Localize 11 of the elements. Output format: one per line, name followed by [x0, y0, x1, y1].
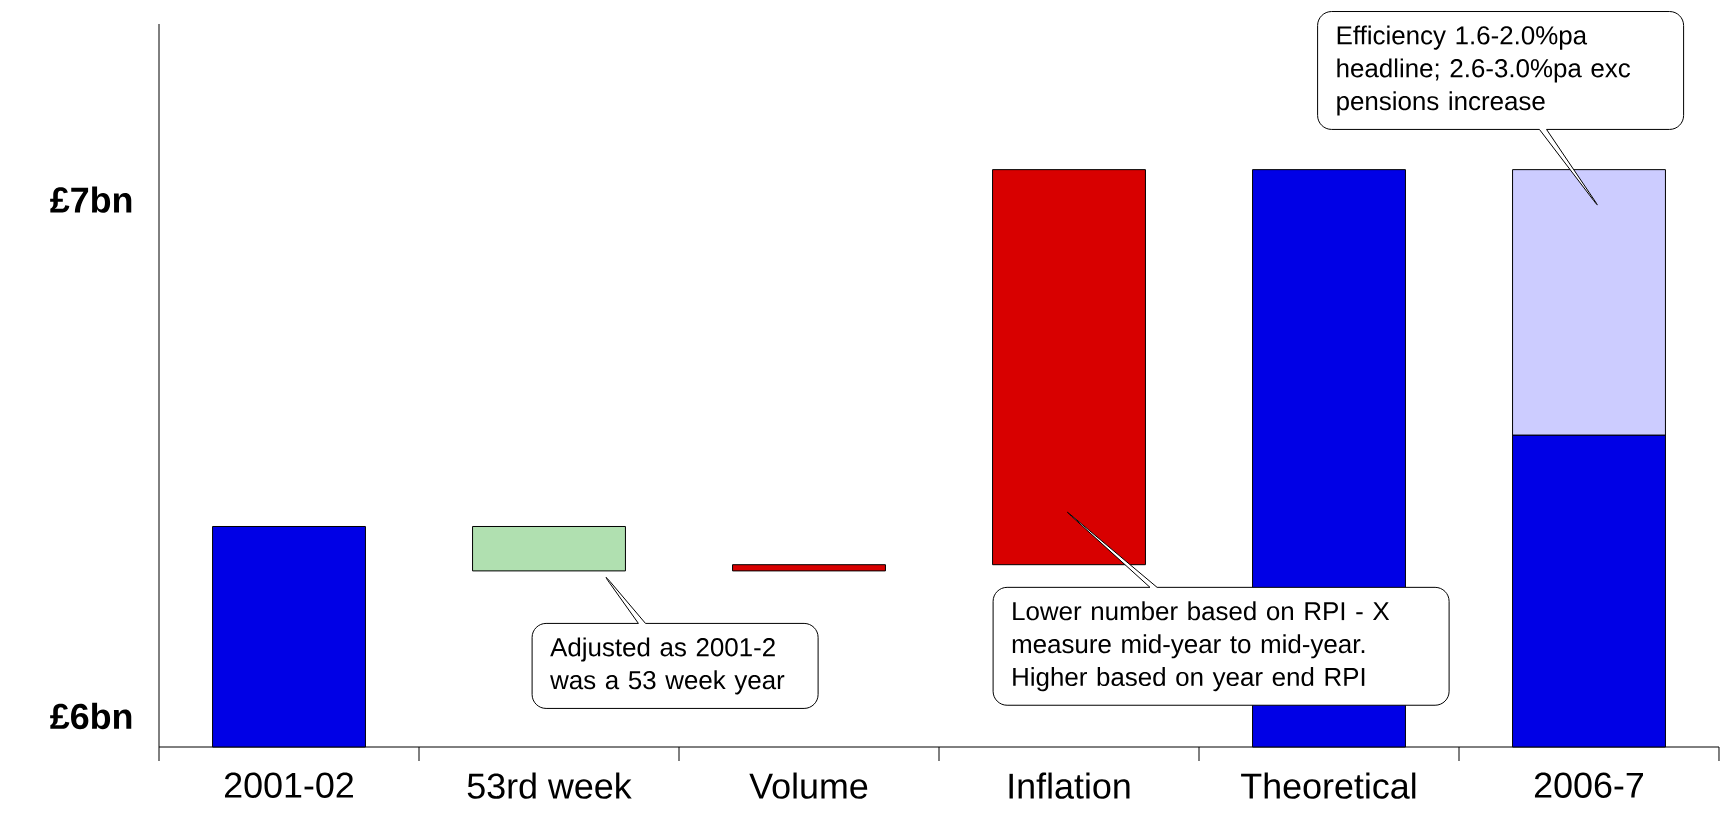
x-tick-label: Theoretical: [1241, 772, 1416, 799]
x-tick-label: 2001-02: [224, 772, 353, 798]
annotation: Lower number based on RPI - X measure mid-year to mid-year. Higher based on year end RPI: [1012, 601, 1390, 692]
annotation: Efficiency 1.6-2.0%pa headline; 2.6-3.0%pa exc pensions increase: [1337, 25, 1631, 116]
x-tick-label: Inflation: [1009, 772, 1130, 799]
x-tick-label: 2006-7: [1534, 772, 1644, 798]
x-tick-label: Volume: [749, 772, 868, 799]
annotation: Adjusted as 2001-2 was a 53 week year: [550, 637, 785, 695]
y-tick-label: £6bn: [50, 702, 132, 730]
y-tick-label: £7bn: [50, 186, 132, 213]
x-tick-label: 53rd week: [467, 772, 632, 799]
